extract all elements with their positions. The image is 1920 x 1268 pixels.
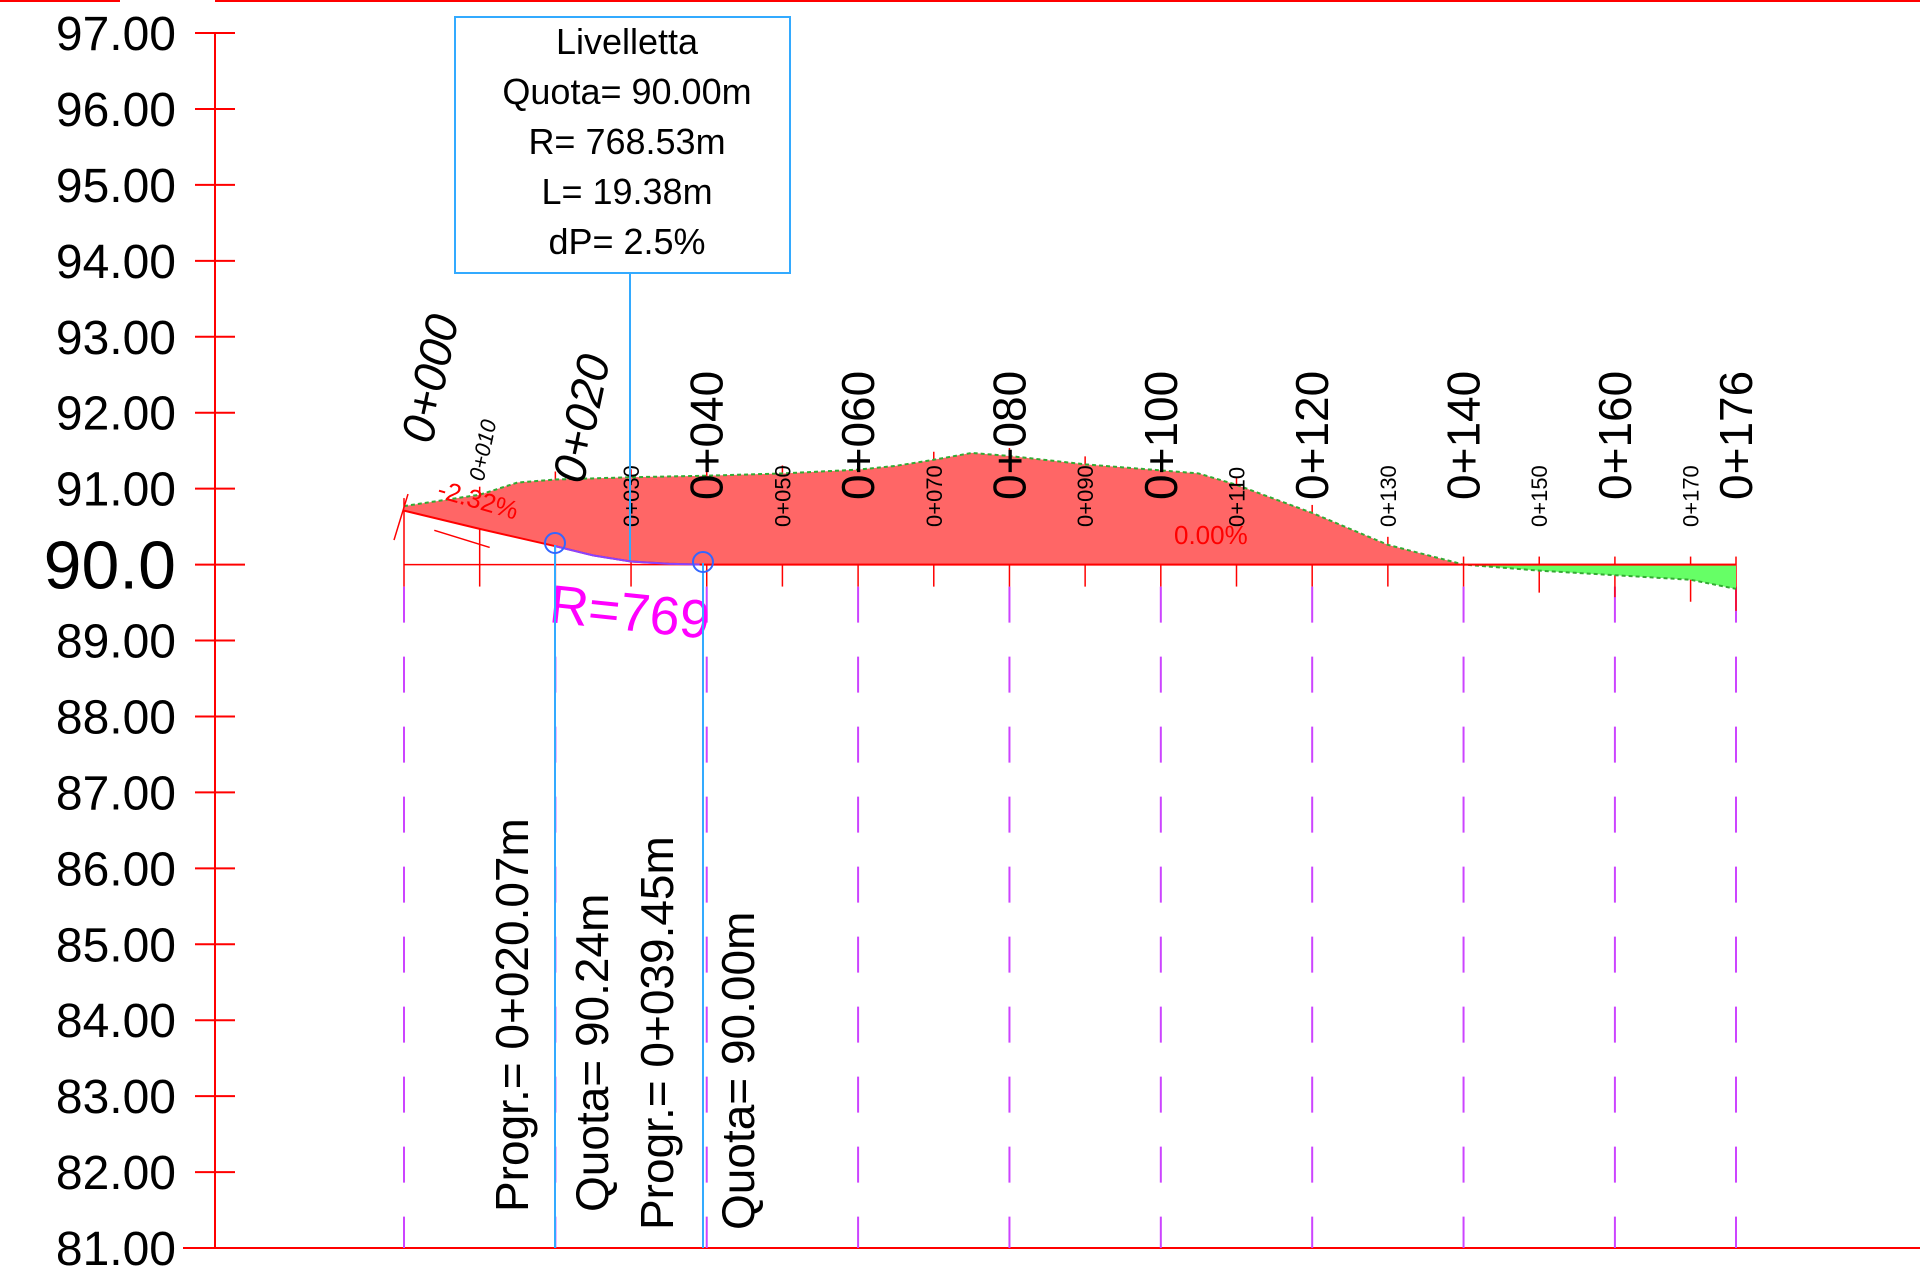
annotations: -2.32% 0.00% R=769 Livelletta Quota= 90.… [434,17,1247,1248]
station-label-0+040: 0+040 [681,371,733,500]
info-box-radius: R= 768.53m [528,121,725,162]
y-tick-label: 95.00 [56,160,176,213]
y-tick-label: 83.00 [56,1071,176,1124]
y-tick-label: 85.00 [56,919,176,972]
station-label-0+170: 0+170 [1679,465,1704,527]
station-label-0+070: 0+070 [922,465,947,527]
y-tick-label: 88.00 [56,691,176,744]
station-label-0+160: 0+160 [1589,371,1641,500]
start-slope-tick [394,494,408,540]
station-label-0+130: 0+130 [1376,465,1401,527]
info-box-title: Livelletta [556,21,699,62]
y-tick-label: 97.00 [56,8,176,61]
info-box-quota: Quota= 90.00m [502,71,751,112]
info-box-length: L= 19.38m [541,171,712,212]
station-label-0+010: 0+010 [464,417,501,483]
y-tick-label: 86.00 [56,843,176,896]
info-box-dp: dP= 2.5% [548,221,705,262]
station-label-0+000: 0+000 [391,309,469,447]
y-tick-label: 84.00 [56,995,176,1048]
station-label-0+100: 0+100 [1135,371,1187,500]
station-label-0+150: 0+150 [1527,465,1552,527]
y-tick-label: 87.00 [56,767,176,820]
y-tick-label: 81.00 [56,1223,176,1268]
station-label-0+050: 0+050 [770,465,795,527]
y-tick-label: 91.00 [56,464,176,517]
station-label-0+080: 0+080 [983,371,1035,500]
station-label-0+030: 0+030 [619,465,644,527]
station-label-0+110: 0+110 [1225,467,1250,527]
vertical-label-progr-start: Progr.= 0+020.07m [486,818,538,1212]
slope-label-flat: 0.00% [1174,520,1248,550]
station-label-0+140: 0+140 [1438,371,1490,500]
station-label-0+176: 0+176 [1710,371,1762,500]
y-tick-label: 82.00 [56,1147,176,1200]
y-tick-label: 90.0 [44,528,176,604]
y-tick-label: 96.00 [56,84,176,137]
curve-radius-label: R=769 [547,574,713,650]
y-tick-label: 89.00 [56,616,176,669]
station-label-0+120: 0+120 [1286,371,1338,500]
station-label-0+020: 0+020 [542,349,620,487]
station-label-0+060: 0+060 [832,371,884,500]
station-label-0+090: 0+090 [1073,465,1098,527]
slope-arrow [434,530,489,547]
vertical-label-progr-end: Progr.= 0+039.45m [631,836,683,1230]
vertical-label-quota-start: Quota= 90.24m [566,894,618,1212]
vertical-label-quota-end: Quota= 90.00m [712,912,764,1230]
y-tick-label: 94.00 [56,236,176,289]
y-tick-label: 92.00 [56,388,176,441]
y-tick-label: 93.00 [56,312,176,365]
